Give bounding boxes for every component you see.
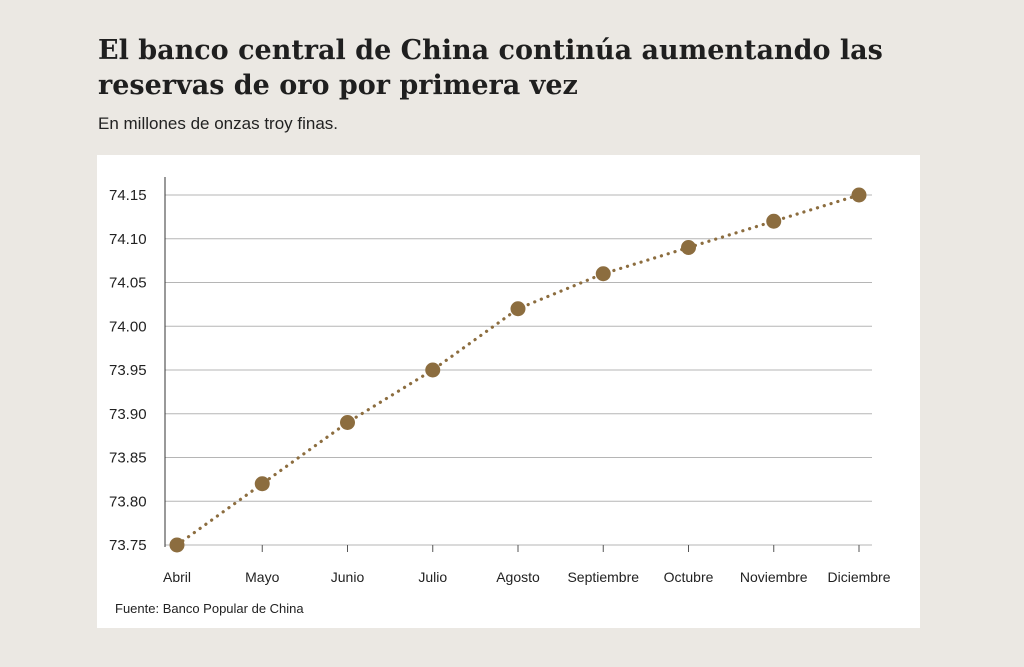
- source-note: Fuente: Banco Popular de China: [115, 601, 304, 616]
- data-point: [254, 476, 270, 492]
- x-tick-label: Mayo: [245, 569, 279, 585]
- data-point: [510, 301, 526, 317]
- x-tick-label: Abril: [163, 569, 191, 585]
- y-tick-label: 73.85: [109, 450, 147, 467]
- y-tick-label: 74.10: [109, 231, 147, 248]
- line-chart: 73.75 73.80 73.85 73.90 73.95 74.00 74.05 74.10…: [109, 177, 891, 585]
- y-tick-label: 74.00: [109, 318, 147, 335]
- data-point: [681, 240, 696, 255]
- x-tick-label: Junio: [331, 569, 365, 585]
- gridlines: [165, 194, 872, 546]
- data-point: [425, 362, 441, 378]
- data-point: [595, 266, 611, 282]
- y-tick-label: 73.75: [109, 537, 147, 554]
- chart-subtitle: En millones de onzas troy finas.: [98, 114, 339, 133]
- y-tick-label: 73.95: [109, 362, 147, 379]
- x-tick-label: Noviembre: [740, 569, 808, 585]
- chart-title: El banco central de China continúa aumen…: [98, 35, 883, 101]
- y-tick-label: 73.90: [109, 406, 147, 423]
- y-tick-label: 74.05: [109, 275, 147, 292]
- x-tick-label: Octubre: [664, 569, 714, 585]
- chart-panel: 73.75 73.80 73.85 73.90 73.95 74.00 74.05 74.10…: [97, 155, 920, 628]
- x-tick-label: Agosto: [496, 569, 540, 585]
- x-tick-labels: Abril Mayo Junio Julio Agosto Septiembre Octub…: [163, 545, 891, 585]
- y-tick-label: 73.80: [109, 493, 147, 510]
- series-golden-reserves: [169, 187, 867, 553]
- x-tick-label: Septiembre: [567, 569, 639, 585]
- x-tick-label: Julio: [418, 569, 447, 585]
- data-point: [169, 537, 185, 553]
- data-point: [766, 213, 782, 229]
- y-tick-label: 74.15: [109, 187, 147, 204]
- y-tick-labels: 73.75 73.80 73.85 73.90 73.95 74.00 74.05 74.10…: [109, 187, 147, 554]
- x-tick-label: Diciembre: [827, 569, 890, 585]
- data-point: [851, 187, 867, 203]
- data-point: [340, 415, 355, 430]
